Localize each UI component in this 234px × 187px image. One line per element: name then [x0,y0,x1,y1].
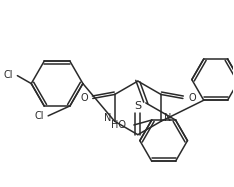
Text: N: N [104,113,112,123]
Text: Cl: Cl [35,111,44,121]
Text: Cl: Cl [4,70,13,80]
Text: S: S [134,101,141,111]
Text: O: O [80,94,88,103]
Text: O: O [188,94,196,103]
Text: N: N [164,113,172,123]
Text: HO: HO [111,120,126,130]
